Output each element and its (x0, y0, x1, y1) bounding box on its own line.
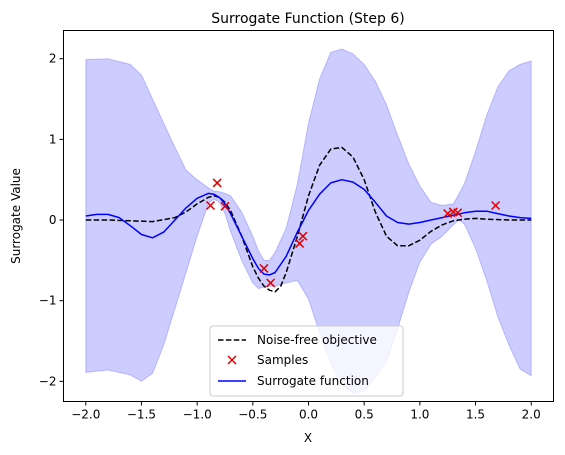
x-tick-label: −0.5 (238, 408, 267, 422)
chart-title: Surrogate Function (Step 6) (211, 11, 404, 27)
x-tick-label: 0.5 (355, 408, 374, 422)
sample-point (298, 231, 308, 241)
y-tick-label: −1 (39, 294, 57, 308)
sample-point (220, 201, 230, 211)
sample-marker-layer (205, 178, 501, 288)
y-tick-label: 2 (49, 52, 57, 66)
legend-swatch-samples (227, 355, 237, 365)
x-tick-label: 2.0 (522, 408, 541, 422)
sample-point (453, 208, 463, 218)
y-tick-label: 0 (49, 213, 57, 227)
x-tick-label: −1.5 (127, 408, 156, 422)
sample-point (266, 278, 276, 288)
sample-point (295, 238, 305, 248)
y-tick-label: 1 (49, 132, 57, 146)
sample-point (205, 200, 216, 211)
noise-free-objective-line (85, 146, 532, 293)
x-axis-label: X (304, 431, 312, 445)
uncertainty-band (85, 48, 532, 394)
sample-point (259, 263, 269, 273)
x-tick-label: 1.0 (410, 408, 429, 422)
legend: Noise-free objective Samples Surrogate f… (209, 325, 404, 397)
x-tick-label: 1.5 (466, 408, 485, 422)
y-tick-label: −2 (39, 374, 57, 388)
legend-label-samples: Samples (257, 353, 308, 367)
y-axis-ticks: −2 −1 0 1 2 (39, 52, 64, 388)
x-tick-label: −2.0 (71, 408, 100, 422)
legend-label-noise-free-objective: Noise-free objective (257, 333, 377, 347)
x-tick-label: −1.0 (183, 408, 212, 422)
x-axis-ticks: −2.0 −1.5 −1.0 −0.5 0.0 0.5 1.0 1.5 2.0 (71, 401, 541, 422)
legend-label-surrogate-function: Surrogate function (257, 374, 369, 388)
legend-box (209, 325, 404, 397)
x-tick-label: 0.0 (299, 408, 318, 422)
sample-point (443, 209, 453, 219)
sample-point (212, 178, 222, 188)
y-axis-label: Surrogate Value (9, 168, 23, 264)
sample-point (491, 200, 501, 211)
uncertainty-band-layer (85, 48, 532, 394)
